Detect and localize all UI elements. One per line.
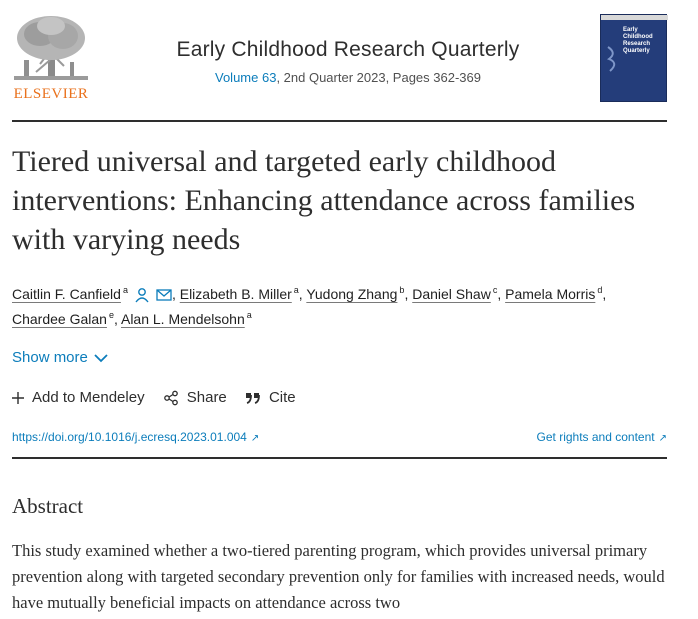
author-name[interactable]: Daniel Shaw: [412, 286, 491, 302]
elsevier-tree-icon: [14, 16, 88, 80]
author-affiliation: c: [492, 285, 498, 296]
cover-ornament-icon: [606, 46, 616, 72]
rights-link[interactable]: Get rights and content ↗: [537, 430, 667, 444]
envelope-icon[interactable]: [156, 288, 172, 302]
journal-header: ELSEVIER Early Childhood Research Quarte…: [0, 0, 698, 122]
author-affiliation: a: [293, 285, 299, 296]
author-item[interactable]: Elizabeth B. Miller a,: [179, 285, 307, 302]
author-name[interactable]: Elizabeth B. Miller: [179, 286, 292, 302]
plus-icon: [12, 392, 24, 405]
doi-row: https://doi.org/10.1016/j.ecresq.2023.01…: [12, 430, 667, 444]
add-to-mendeley-button[interactable]: Add to Mendeley: [12, 389, 145, 406]
header-divider: [12, 120, 667, 122]
abstract-heading: Abstract: [12, 494, 84, 518]
journal-cover[interactable]: Early Childhood Research Quarterly: [600, 14, 668, 102]
journal-title[interactable]: Early Childhood Research Quarterly: [176, 38, 520, 61]
section-divider: [12, 457, 667, 459]
author-item[interactable]: Daniel Shaw c,: [412, 285, 506, 302]
author-affiliation: b: [399, 285, 405, 296]
show-more-button[interactable]: Show more: [12, 349, 108, 366]
author-name[interactable]: Yudong Zhang: [306, 286, 398, 302]
quote-icon: [245, 393, 260, 404]
article-actions: Add to Mendeley Share Cite: [12, 389, 310, 406]
cover-strip: [601, 15, 668, 20]
add-to-mendeley-label: Add to Mendeley: [32, 389, 145, 406]
external-link-icon: ↗: [250, 433, 260, 444]
share-icon: [163, 390, 178, 406]
author-item[interactable]: Caitlin F. Canfield a,: [12, 285, 180, 303]
author-name[interactable]: Pamela Morris: [505, 286, 596, 302]
chevron-down-icon: [94, 354, 108, 363]
share-label: Share: [186, 389, 227, 406]
person-icon[interactable]: [134, 287, 150, 303]
cite-label: Cite: [268, 389, 296, 406]
rights-text: Get rights and content: [536, 430, 655, 444]
author-affiliation: e: [108, 310, 114, 321]
author-item[interactable]: Alan L. Mendelsohn a: [121, 311, 252, 327]
author-list: Caitlin F. Canfield a, Elizabeth B. Mille…: [12, 282, 672, 332]
author-affiliation: d: [597, 285, 603, 296]
author-name[interactable]: Alan L. Mendelsohn: [120, 311, 245, 327]
share-button[interactable]: Share: [163, 389, 227, 406]
doi-link[interactable]: https://doi.org/10.1016/j.ecresq.2023.01…: [12, 430, 259, 444]
author-affiliation: a: [246, 310, 252, 321]
doi-text: https://doi.org/10.1016/j.ecresq.2023.01…: [12, 430, 247, 444]
elsevier-wordmark: ELSEVIER: [13, 86, 89, 102]
author-name[interactable]: Caitlin F. Canfield: [12, 286, 121, 302]
abstract-text: This study examined whether a two-tiered…: [12, 541, 665, 612]
external-link-icon: ↗: [658, 433, 667, 444]
author-item[interactable]: Yudong Zhang b,: [306, 285, 413, 302]
author-affiliation: a: [122, 285, 128, 296]
author-item[interactable]: Pamela Morris d,: [505, 285, 607, 302]
show-more-label: Show more: [12, 349, 88, 366]
author-name[interactable]: Chardee Galan: [12, 311, 107, 327]
volume-link[interactable]: Volume 63: [215, 70, 277, 85]
elsevier-logo[interactable]: ELSEVIER: [10, 14, 92, 106]
article-title: Tiered universal and targeted early chil…: [12, 145, 636, 256]
cover-title: Early Childhood Research Quarterly: [623, 27, 653, 54]
cite-button[interactable]: Cite: [245, 389, 296, 406]
journal-issue-line: Volume 63, 2nd Quarter 2023, Pages 362-3…: [110, 70, 586, 85]
journal-info: Early Childhood Research Quarterly Volum…: [110, 38, 586, 85]
issue-info: , 2nd Quarter 2023, Pages 362-369: [276, 70, 481, 85]
author-item[interactable]: Chardee Galan e,: [12, 310, 121, 327]
